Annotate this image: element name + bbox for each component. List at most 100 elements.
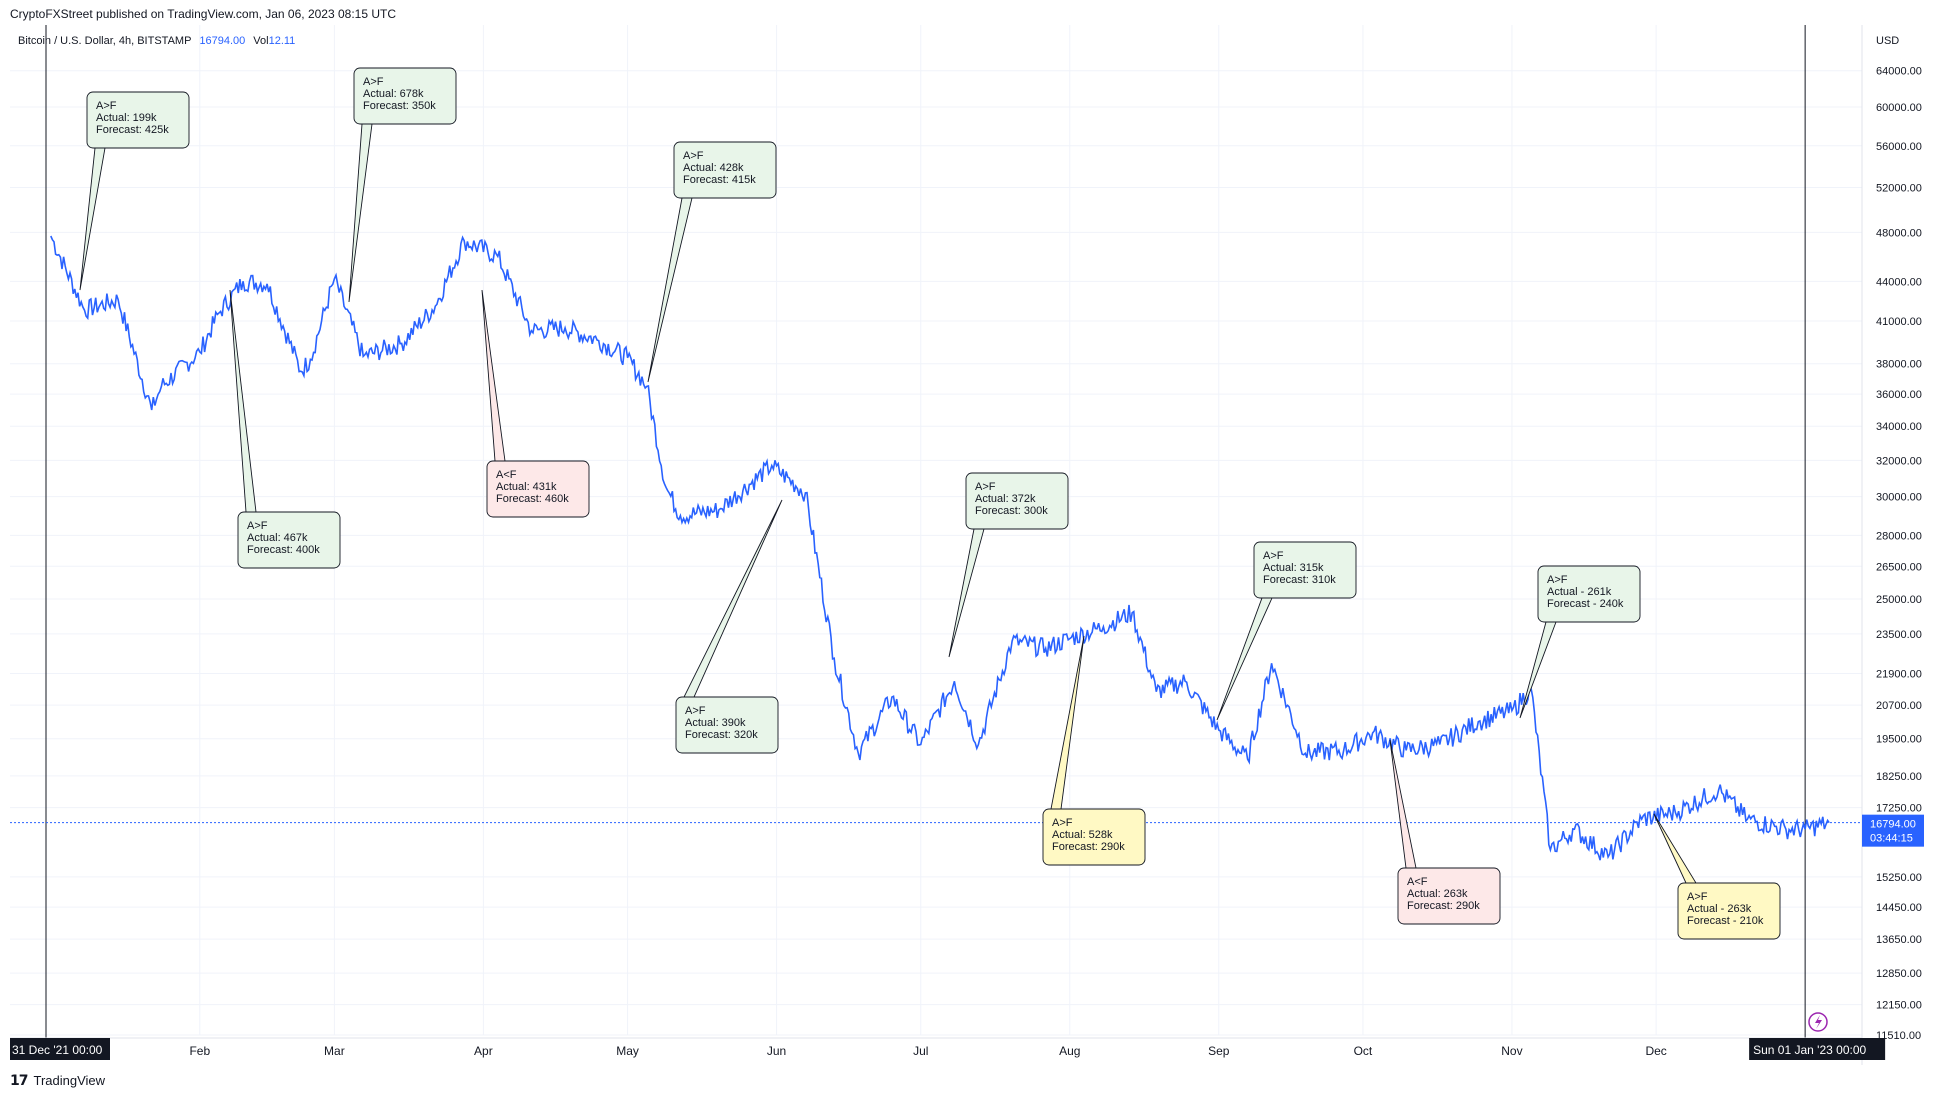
y-tick-6: 41000.00 xyxy=(1876,316,1922,328)
x-tick-aug: Aug xyxy=(1059,1044,1080,1058)
annotation-text-3-1: Actual: 431k xyxy=(496,481,557,493)
y-tick-22: 14450.00 xyxy=(1876,902,1922,914)
tradingview-brand[interactable]: TradingView xyxy=(33,1073,106,1088)
annotation-pointer-5 xyxy=(683,499,783,698)
annotation-box-5 xyxy=(675,696,779,754)
annotation-pointer-4 xyxy=(647,197,693,383)
annotation-text-0-1: Actual: 199k xyxy=(96,112,157,124)
volume-label-text: Vol xyxy=(253,35,269,47)
annotation-box-8 xyxy=(1253,541,1357,599)
y-tick-20: 17250.00 xyxy=(1876,803,1922,815)
tradingview-footer: 𝟭𝟳 TradingView xyxy=(10,1072,105,1089)
annotation-text-10-2: Forecast - 240k xyxy=(1547,598,1624,610)
annotation-text-11-0: A>F xyxy=(1687,891,1708,903)
annotation-box-0 xyxy=(86,91,190,149)
y-tick-26: 11510.00 xyxy=(1876,1030,1921,1042)
annotation-pointer-11 xyxy=(1653,813,1697,884)
y-tick-3: 52000.00 xyxy=(1876,182,1922,194)
annotation-pointer-1 xyxy=(229,289,257,513)
x-tick-dec: Dec xyxy=(1645,1044,1666,1058)
y-tick-5: 44000.00 xyxy=(1876,276,1922,288)
annotation-pointer-8 xyxy=(1216,597,1273,721)
annotation-text-3-2: Forecast: 460k xyxy=(496,493,569,505)
range-start-label: 31 Dec '21 00:00 xyxy=(12,1043,103,1057)
annotation-text-2-0: A>F xyxy=(363,76,384,88)
x-tick-apr: Apr xyxy=(474,1044,493,1058)
y-tick-15: 23500.00 xyxy=(1876,629,1922,641)
range-lines xyxy=(45,25,1806,1038)
y-tick-23: 13650.00 xyxy=(1876,934,1922,946)
y-tick-10: 32000.00 xyxy=(1876,455,1922,467)
annotation-text-6-2: Forecast: 300k xyxy=(975,505,1048,517)
annotation-box-7 xyxy=(1042,808,1146,866)
x-tick-feb: Feb xyxy=(189,1044,210,1058)
range-end-bg xyxy=(1749,1038,1886,1060)
annotation-text-1-2: Forecast: 400k xyxy=(247,544,320,556)
annotation-box-4 xyxy=(673,141,777,199)
annotation-text-9-2: Forecast: 290k xyxy=(1407,900,1480,912)
chart-grid xyxy=(10,25,1862,1036)
annotation-text-10-1: Actual - 261k xyxy=(1547,586,1612,598)
annotation-text-10-0: A>F xyxy=(1547,574,1568,586)
x-tick-mar: Mar xyxy=(324,1044,345,1058)
annotation-box-11 xyxy=(1677,882,1781,940)
y-tick-21: 15250.00 xyxy=(1876,872,1922,884)
annotation-text-11-2: Forecast - 210k xyxy=(1687,915,1764,927)
annotation-text-11-1: Actual - 263k xyxy=(1687,903,1752,915)
annotation-text-0-0: A>F xyxy=(96,100,117,112)
annotation-box-9 xyxy=(1397,867,1501,925)
annotation-text-9-0: A<F xyxy=(1407,876,1428,888)
annotation-text-4-1: Actual: 428k xyxy=(683,162,744,174)
annotation-text-5-1: Actual: 390k xyxy=(685,717,746,729)
y-tick-9: 34000.00 xyxy=(1876,421,1922,433)
annotation-text-2-2: Forecast: 350k xyxy=(363,100,436,112)
last-price-tag: 16794.00 03:44:15 xyxy=(1862,814,1924,847)
time-axis: Feb Mar Apr May Jun Jul Aug Sep Oct Nov Dec 31 Dec … xyxy=(10,1037,1886,1060)
x-tick-may: May xyxy=(616,1044,639,1058)
y-tick-12: 28000.00 xyxy=(1876,530,1922,542)
y-tick-25: 12150.00 xyxy=(1876,1000,1922,1012)
y-tick-11: 30000.00 xyxy=(1876,492,1922,504)
legend-price: 16794.00 xyxy=(199,35,246,47)
x-tick-jun: Jun xyxy=(767,1044,786,1058)
last-price-bg xyxy=(1862,814,1924,847)
x-tick-sep: Sep xyxy=(1208,1044,1230,1058)
annotation-text-6-1: Actual: 372k xyxy=(975,493,1036,505)
annotation-text-6-0: A>F xyxy=(975,481,996,493)
x-tick-oct: Oct xyxy=(1354,1044,1373,1058)
last-price-countdown: 03:44:15 xyxy=(1870,833,1913,845)
y-tick-8: 36000.00 xyxy=(1876,389,1922,401)
annotation-text-4-0: A>F xyxy=(683,150,704,162)
price-axis: USD 64000.00 60000.00 56000.00 52000.00 48000… xyxy=(1861,25,1922,1065)
range-start-bg xyxy=(10,1038,110,1060)
annotation-pointer-6 xyxy=(948,528,985,658)
annotation-pointer-9 xyxy=(1389,739,1417,869)
symbol-name[interactable]: Bitcoin / U.S. Dollar, 4h, BITSTAMP xyxy=(18,35,192,47)
annotation-box-1 xyxy=(237,511,341,569)
y-tick-7: 38000.00 xyxy=(1876,359,1922,371)
annotation-box-10 xyxy=(1537,565,1641,623)
annotation-text-7-1: Actual: 528k xyxy=(1052,829,1113,841)
annotation-text-1-1: Actual: 467k xyxy=(247,532,308,544)
y-tick-1: 60000.00 xyxy=(1876,102,1922,114)
tradingview-logo-icon: 𝟭𝟳 xyxy=(10,1072,29,1088)
y-tick-0: 64000.00 xyxy=(1876,66,1922,78)
annotation-text-1-0: A>F xyxy=(247,520,268,532)
annotation-text-8-1: Actual: 315k xyxy=(1263,562,1324,574)
x-tick-jul: Jul xyxy=(913,1044,928,1058)
annotation-pointer-7 xyxy=(1050,635,1085,810)
annotation-text-3-0: A<F xyxy=(496,469,517,481)
y-tick-18: 19500.00 xyxy=(1876,734,1922,746)
symbol-legend: Bitcoin / U.S. Dollar, 4h, BITSTAMP 1679… xyxy=(18,35,295,47)
annotation-box-3 xyxy=(486,460,590,518)
annotation-text-0-2: Forecast: 425k xyxy=(96,124,169,136)
annotation-text-7-0: A>F xyxy=(1052,817,1073,829)
annotation-text-2-1: Actual: 678k xyxy=(363,88,424,100)
annotation-text-5-2: Forecast: 320k xyxy=(685,729,758,741)
annotation-pointer-2 xyxy=(348,123,373,303)
annotation-text-9-1: Actual: 263k xyxy=(1407,888,1468,900)
currency-label: USD xyxy=(1876,35,1899,47)
annotation-text-5-0: A>F xyxy=(685,705,706,717)
annotation-text-8-0: A>F xyxy=(1263,550,1284,562)
